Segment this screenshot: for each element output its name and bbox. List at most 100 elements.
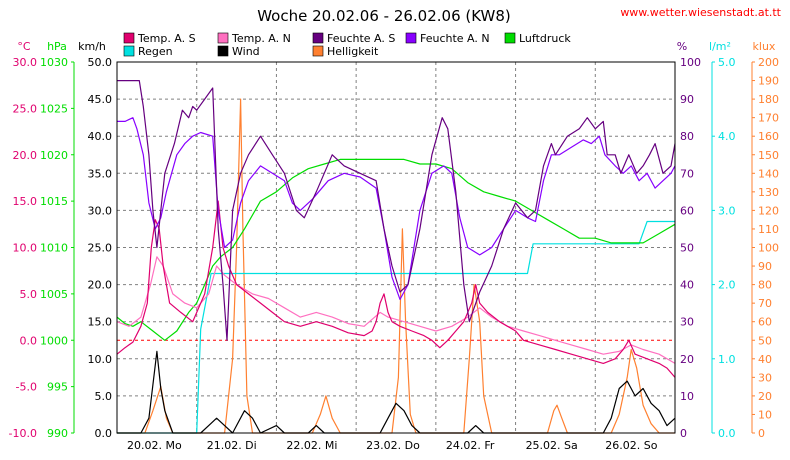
tick-label-rain: 4.0 <box>718 130 736 143</box>
legend-swatch-luftdruck <box>504 32 516 44</box>
series-line-temp_s <box>116 200 676 378</box>
tick-label-wind: 20.0 <box>88 279 113 292</box>
tick-label-lux: 90 <box>758 260 772 273</box>
tick-label-pressure: 1030 <box>40 56 68 69</box>
tick-label-lux: 200 <box>758 56 779 69</box>
tick-label-humidity: 60 <box>680 204 694 217</box>
tick-label-wind: 5.0 <box>95 390 113 403</box>
x-tick-label: 23.02. Do <box>366 439 420 452</box>
legend-label-helligkeit: Helligkeit <box>327 45 379 58</box>
x-tick-label: 25.02. Sa <box>526 439 578 452</box>
x-tick-label: 24.02. Fr <box>446 439 495 452</box>
tick-label-lux: 80 <box>758 279 772 292</box>
tick-label-pressure: 1000 <box>40 334 68 347</box>
tick-label-temp: 5.0 <box>20 288 38 301</box>
axis-unit-humidity: % <box>677 40 687 53</box>
tick-label-wind: 15.0 <box>88 316 113 329</box>
tick-label-humidity: 70 <box>680 167 694 180</box>
tick-label-humidity: 0 <box>680 427 687 440</box>
tick-label-temp: 0.0 <box>20 334 38 347</box>
tick-label-temp: 15.0 <box>13 195 38 208</box>
legend-swatch-feuchte_s <box>312 32 324 44</box>
x-tick-label: 21.02. Di <box>207 439 257 452</box>
tick-label-pressure: 1005 <box>40 288 68 301</box>
tick-label-humidity: 80 <box>680 130 694 143</box>
tick-label-humidity: 40 <box>680 279 694 292</box>
legend-swatch-wind <box>217 45 229 57</box>
tick-label-rain: 3.0 <box>718 204 736 217</box>
tick-label-lux: 20 <box>758 390 772 403</box>
tick-label-lux: 150 <box>758 149 779 162</box>
tick-label-lux: 120 <box>758 204 779 217</box>
tick-label-temp: 20.0 <box>13 149 38 162</box>
legend-swatch-feuchte_n <box>405 32 417 44</box>
legend-swatch-temp_s <box>123 32 135 44</box>
tick-label-wind: 50.0 <box>88 56 113 69</box>
legend-label-feuchte_s: Feuchte A. S <box>327 32 395 45</box>
tick-label-wind: 35.0 <box>88 167 113 180</box>
tick-label-pressure: 1010 <box>40 242 68 255</box>
tick-label-lux: 70 <box>758 297 772 310</box>
tick-label-lux: 50 <box>758 334 772 347</box>
source-label: www.wetter.wiesenstadt.at.tt <box>620 6 781 19</box>
axis-unit-pressure: hPa <box>47 40 67 53</box>
tick-label-lux: 140 <box>758 167 779 180</box>
tick-label-pressure: 1020 <box>40 149 68 162</box>
tick-label-lux: 100 <box>758 242 779 255</box>
tick-label-lux: 110 <box>758 223 779 236</box>
series-line-luftdruck <box>116 158 676 341</box>
series-line-helligkeit <box>117 98 675 434</box>
plot-frame <box>116 61 676 434</box>
legend-swatch-helligkeit <box>312 45 324 57</box>
axis-unit-temp: °C <box>17 40 31 53</box>
tick-label-wind: 25.0 <box>88 242 113 255</box>
tick-label-lux: 170 <box>758 112 779 125</box>
tick-label-rain: 1.0 <box>718 353 736 366</box>
tick-label-humidity: 20 <box>680 353 694 366</box>
tick-label-pressure: 995 <box>47 381 68 394</box>
legend-label-temp_n: Temp. A. N <box>231 32 291 45</box>
tick-label-pressure: 990 <box>47 427 68 440</box>
chart-title: Woche 20.02.06 - 26.02.06 (KW8) <box>257 7 511 25</box>
series-line-regen <box>117 220 675 434</box>
legend-label-wind: Wind <box>232 45 260 58</box>
tick-label-humidity: 100 <box>680 56 701 69</box>
tick-label-lux: 60 <box>758 316 772 329</box>
tick-label-wind: 0.0 <box>95 427 113 440</box>
tick-label-temp: 25.0 <box>13 102 38 115</box>
axis-unit-wind: km/h <box>78 40 106 53</box>
tick-label-temp: 10.0 <box>13 242 38 255</box>
legend-swatch-regen <box>123 45 135 57</box>
axis-unit-lux: klux <box>753 40 776 53</box>
tick-label-lux: 190 <box>758 75 779 88</box>
tick-label-wind: 30.0 <box>88 204 113 217</box>
x-tick-label: 26.02. So <box>605 439 657 452</box>
tick-label-temp: -5.0 <box>16 381 37 394</box>
tick-label-lux: 10 <box>758 408 772 421</box>
legend-label-regen: Regen <box>138 45 173 58</box>
legend-swatch-temp_n <box>217 32 229 44</box>
grid <box>117 62 675 433</box>
tick-label-humidity: 50 <box>680 242 694 255</box>
tick-label-wind: 45.0 <box>88 93 113 106</box>
tick-label-pressure: 1015 <box>40 195 68 208</box>
axes: 30.025.020.015.010.05.00.0-5.0-10.0°C103… <box>9 40 779 452</box>
tick-label-humidity: 30 <box>680 316 694 329</box>
legend: Temp. A. S Temp. A. N Feuchte A. S Feuchte … <box>123 32 571 58</box>
tick-label-wind: 10.0 <box>88 353 113 366</box>
tick-label-lux: 0 <box>758 427 765 440</box>
tick-label-rain: 0.0 <box>718 427 736 440</box>
x-tick-label: 22.02. Mi <box>286 439 337 452</box>
series-line-feuchte_n <box>117 117 676 300</box>
tick-label-pressure: 1025 <box>40 102 68 115</box>
tick-label-rain: 2.0 <box>718 279 736 292</box>
tick-label-lux: 30 <box>758 371 772 384</box>
axis-unit-rain: l/m² <box>709 40 731 53</box>
tick-label-lux: 40 <box>758 353 772 366</box>
tick-label-temp: -10.0 <box>9 427 37 440</box>
tick-label-rain: 5.0 <box>718 56 736 69</box>
legend-label-luftdruck: Luftdruck <box>519 32 571 45</box>
tick-label-humidity: 10 <box>680 390 694 403</box>
